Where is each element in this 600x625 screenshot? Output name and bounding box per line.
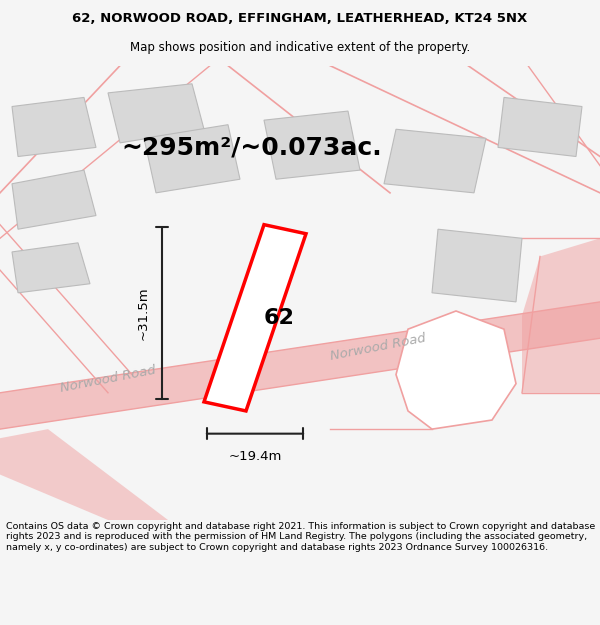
Text: ~19.4m: ~19.4m (229, 449, 281, 462)
Polygon shape (498, 98, 582, 156)
Polygon shape (396, 311, 516, 429)
Polygon shape (522, 238, 600, 392)
Polygon shape (204, 224, 306, 411)
Text: 62: 62 (263, 308, 295, 328)
Polygon shape (0, 302, 600, 429)
Polygon shape (384, 129, 486, 193)
Polygon shape (432, 229, 522, 302)
Text: 62, NORWOOD ROAD, EFFINGHAM, LEATHERHEAD, KT24 5NX: 62, NORWOOD ROAD, EFFINGHAM, LEATHERHEAD… (73, 12, 527, 25)
Polygon shape (108, 84, 204, 143)
Text: Norwood Road: Norwood Road (59, 364, 157, 395)
Polygon shape (0, 429, 168, 520)
Polygon shape (12, 170, 96, 229)
Polygon shape (12, 98, 96, 156)
Polygon shape (144, 125, 240, 193)
Text: ~295m²/~0.073ac.: ~295m²/~0.073ac. (122, 136, 382, 159)
Text: ~31.5m: ~31.5m (137, 286, 150, 340)
Text: Contains OS data © Crown copyright and database right 2021. This information is : Contains OS data © Crown copyright and d… (6, 522, 595, 552)
Text: Norwood Road: Norwood Road (329, 332, 427, 363)
Text: Map shows position and indicative extent of the property.: Map shows position and indicative extent… (130, 41, 470, 54)
Polygon shape (12, 243, 90, 292)
Polygon shape (264, 111, 360, 179)
